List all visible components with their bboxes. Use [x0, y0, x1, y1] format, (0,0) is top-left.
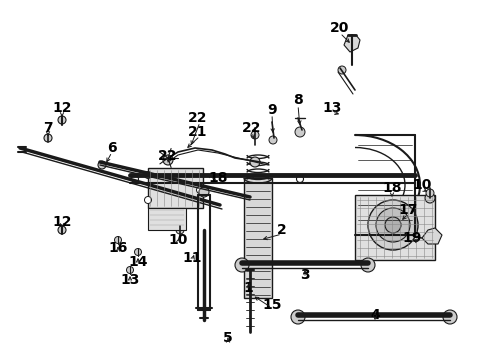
Circle shape [360, 258, 374, 272]
Text: 1: 1 [243, 281, 252, 295]
Bar [148, 208, 185, 230]
Text: 9: 9 [266, 103, 276, 117]
Bar [244, 178, 271, 298]
Circle shape [58, 226, 66, 234]
FancyBboxPatch shape [354, 195, 434, 260]
Circle shape [126, 266, 133, 274]
Text: 13: 13 [120, 273, 140, 287]
Circle shape [442, 310, 456, 324]
Text: 12: 12 [52, 215, 72, 229]
Circle shape [294, 127, 305, 137]
Text: 12: 12 [52, 101, 72, 115]
Text: 18: 18 [208, 171, 227, 185]
Circle shape [134, 248, 141, 256]
Text: 10: 10 [168, 233, 187, 247]
Circle shape [367, 200, 417, 250]
Text: 13: 13 [322, 101, 341, 115]
Circle shape [199, 187, 208, 197]
Text: 17: 17 [398, 203, 417, 217]
Text: 15: 15 [262, 298, 281, 312]
Text: 4: 4 [369, 308, 379, 322]
Text: 22: 22 [158, 149, 177, 163]
Text: 8: 8 [292, 93, 302, 107]
Circle shape [268, 136, 276, 144]
Text: 18: 18 [382, 181, 401, 195]
Text: 2: 2 [277, 223, 286, 237]
Circle shape [144, 197, 151, 203]
Circle shape [249, 157, 260, 167]
Polygon shape [421, 228, 441, 244]
Circle shape [163, 155, 173, 165]
Polygon shape [343, 35, 359, 52]
Text: 19: 19 [402, 231, 421, 245]
Circle shape [337, 66, 346, 74]
Circle shape [375, 208, 409, 242]
Circle shape [161, 176, 168, 183]
FancyBboxPatch shape [148, 168, 203, 208]
Circle shape [196, 186, 203, 194]
Circle shape [296, 176, 303, 183]
Text: 7: 7 [43, 121, 53, 135]
Text: 16: 16 [108, 241, 127, 255]
Text: 11: 11 [182, 251, 202, 265]
Circle shape [246, 176, 253, 183]
Circle shape [290, 310, 305, 324]
Text: 10: 10 [411, 178, 431, 192]
Circle shape [176, 226, 183, 234]
Circle shape [250, 131, 259, 139]
Circle shape [44, 134, 52, 142]
Circle shape [144, 171, 151, 179]
Text: 14: 14 [128, 255, 147, 269]
Circle shape [131, 176, 138, 183]
Text: 20: 20 [329, 21, 349, 35]
Circle shape [58, 116, 66, 124]
Text: 5: 5 [223, 331, 232, 345]
Circle shape [114, 237, 121, 243]
Text: 6: 6 [107, 141, 117, 155]
Circle shape [424, 193, 434, 203]
Text: 21: 21 [188, 125, 207, 139]
Circle shape [235, 258, 248, 272]
Circle shape [384, 217, 400, 233]
Text: 22: 22 [188, 111, 207, 125]
Circle shape [98, 161, 106, 169]
Circle shape [425, 189, 433, 197]
Text: 3: 3 [300, 268, 309, 282]
Text: 22: 22 [242, 121, 261, 135]
